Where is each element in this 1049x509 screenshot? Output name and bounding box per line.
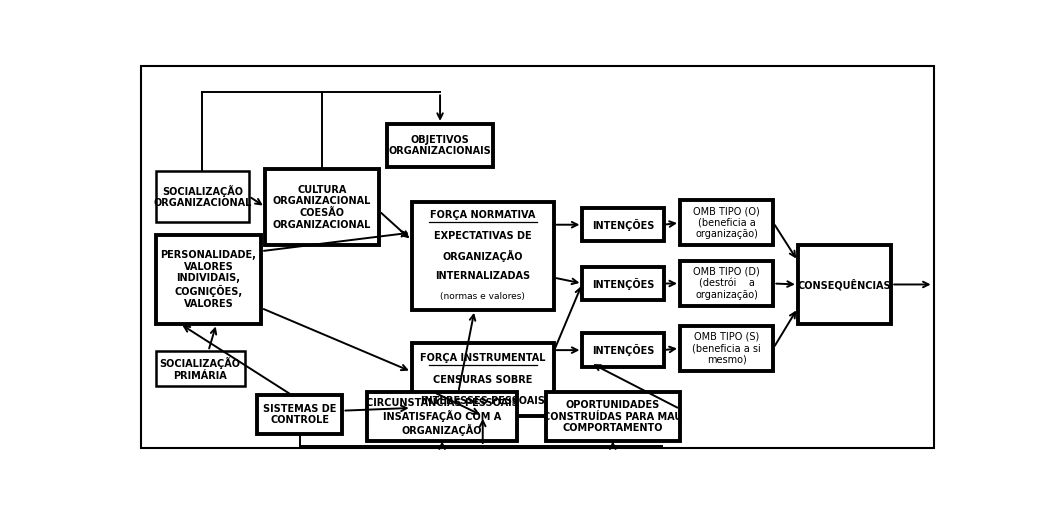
FancyBboxPatch shape [257,395,342,434]
Text: OMB TIPO (S)
(beneficia a si
mesmo): OMB TIPO (S) (beneficia a si mesmo) [692,331,761,365]
FancyBboxPatch shape [367,392,517,441]
FancyBboxPatch shape [411,202,554,310]
Text: INTENÇÕES: INTENÇÕES [592,219,655,231]
Text: EXPECTATIVAS DE: EXPECTATIVAS DE [434,231,532,241]
Text: INTENÇÕES: INTENÇÕES [592,344,655,356]
Text: INTERESSES PESSOAIS: INTERESSES PESSOAIS [421,397,544,407]
Text: CULTURA
ORGANIZACIONAL
COESÃO
ORGANIZACIONAL: CULTURA ORGANIZACIONAL COESÃO ORGANIZACI… [273,185,371,230]
Text: CONSEQUÊNCIAS: CONSEQUÊNCIAS [797,279,892,290]
Text: OMB TIPO (O)
(beneficia a
organização): OMB TIPO (O) (beneficia a organização) [693,206,761,239]
FancyBboxPatch shape [265,169,379,245]
Text: ORGANIZAÇÃO: ORGANIZAÇÃO [443,250,523,262]
Text: SISTEMAS DE
CONTROLE: SISTEMAS DE CONTROLE [263,404,337,426]
FancyBboxPatch shape [155,236,261,324]
FancyBboxPatch shape [411,343,554,416]
FancyBboxPatch shape [582,333,664,367]
Text: OBJETIVOS
ORGANIZACIONAIS: OBJETIVOS ORGANIZACIONAIS [389,134,491,156]
Text: FORÇA NORMATIVA: FORÇA NORMATIVA [430,210,535,220]
Text: CENSURAS SOBRE: CENSURAS SOBRE [433,375,533,384]
Text: INTERNALIZADAS: INTERNALIZADAS [435,271,531,281]
FancyBboxPatch shape [155,351,245,386]
FancyBboxPatch shape [155,171,249,222]
Text: (normas e valores): (normas e valores) [441,292,526,301]
FancyBboxPatch shape [582,267,664,300]
FancyBboxPatch shape [680,326,773,371]
Text: SOCIALIZAÇÃO
ORGANIZACIONAL: SOCIALIZAÇÃO ORGANIZACIONAL [153,184,252,208]
FancyBboxPatch shape [387,124,493,167]
FancyBboxPatch shape [141,66,934,448]
Text: PERSONALIDADE,
VALORES
INDIVIDAIS,
COGNIÇÕES,
VALORES: PERSONALIDADE, VALORES INDIVIDAIS, COGNI… [160,250,256,309]
FancyBboxPatch shape [680,261,773,306]
FancyBboxPatch shape [797,245,892,324]
FancyBboxPatch shape [582,208,664,241]
Text: CIRCUNSTÂNCIAS PESSOAIS
INSATISFAÇÃO COM A
ORGANIZAÇÃO: CIRCUNSTÂNCIAS PESSOAIS INSATISFAÇÃO COM… [366,398,518,436]
Text: FORÇA INSTRUMENTAL: FORÇA INSTRUMENTAL [420,353,545,362]
Text: INTENÇÕES: INTENÇÕES [592,277,655,290]
Text: SOCIALIZAÇÃO
PRIMÁRIA: SOCIALIZAÇÃO PRIMÁRIA [159,357,240,381]
FancyBboxPatch shape [545,392,680,441]
Text: OPORTUNIDADES
CONSTRUÍDAS PARA MAU
COMPORTAMENTO: OPORTUNIDADES CONSTRUÍDAS PARA MAU COMPO… [543,400,683,433]
Text: OMB TIPO (D)
(destrói    a
organização): OMB TIPO (D) (destrói a organização) [693,267,761,300]
FancyBboxPatch shape [680,200,773,245]
